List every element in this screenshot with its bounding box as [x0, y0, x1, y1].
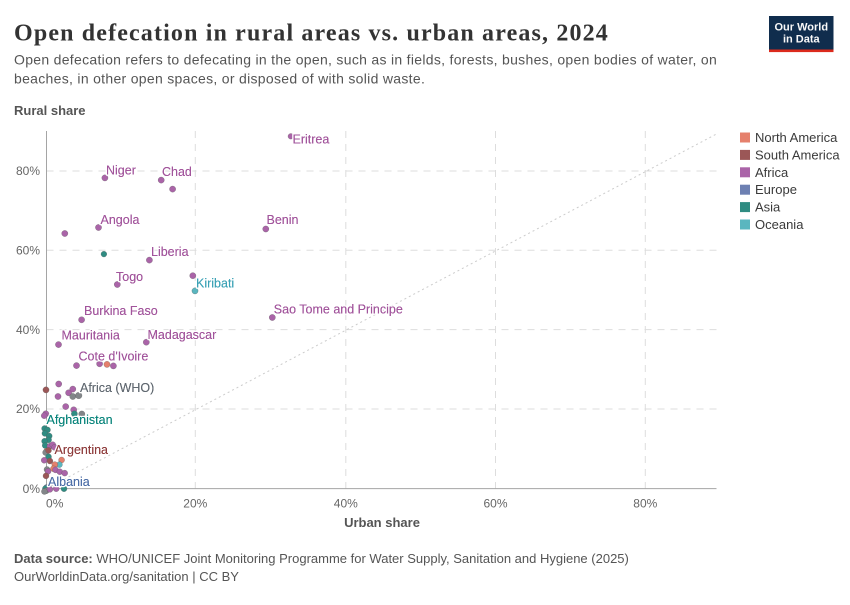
svg-text:40%: 40% — [334, 497, 358, 511]
svg-text:Togo: Togo — [116, 270, 143, 284]
svg-text:Angola: Angola — [101, 213, 140, 227]
svg-text:0%: 0% — [46, 497, 64, 511]
svg-text:Albania: Albania — [48, 475, 90, 489]
svg-text:Mauritania: Mauritania — [62, 329, 120, 343]
svg-text:Burkina Faso: Burkina Faso — [84, 304, 158, 318]
svg-text:Angola: Angola — [101, 213, 140, 227]
svg-text:80%: 80% — [16, 164, 40, 178]
svg-text:20%: 20% — [16, 402, 40, 416]
svg-text:Oceania: Oceania — [755, 217, 804, 232]
svg-text:Madagascar: Madagascar — [148, 328, 217, 342]
svg-text:Open defecation in rural areas: Open defecation in rural areas vs. urban… — [14, 21, 609, 47]
svg-text:beaches, in other open spaces,: beaches, in other open spaces, or dispos… — [14, 71, 425, 87]
svg-text:North America: North America — [755, 130, 838, 145]
svg-text:20%: 20% — [183, 497, 207, 511]
svg-text:40%: 40% — [16, 323, 40, 337]
svg-text:South America: South America — [755, 147, 840, 162]
svg-text:Chad: Chad — [162, 165, 192, 179]
svg-text:Mauritania: Mauritania — [62, 329, 120, 343]
svg-text:60%: 60% — [16, 243, 40, 257]
svg-text:Niger: Niger — [106, 164, 136, 178]
svg-text:Afghanistan: Afghanistan — [47, 413, 113, 427]
svg-text:Sao Tome and Principe: Sao Tome and Principe — [274, 302, 403, 316]
svg-text:Sao Tome and Principe: Sao Tome and Principe — [274, 302, 403, 316]
svg-text:Rural share: Rural share — [14, 103, 86, 118]
svg-text:Africa: Africa — [755, 165, 789, 180]
svg-text:Cote d'Ivoire: Cote d'Ivoire — [79, 349, 149, 363]
svg-text:Argentina: Argentina — [55, 443, 109, 457]
svg-text:Liberia: Liberia — [151, 245, 189, 259]
svg-text:Eritrea: Eritrea — [293, 133, 330, 147]
svg-text:Cote d'Ivoire: Cote d'Ivoire — [79, 349, 149, 363]
svg-text:Argentina: Argentina — [55, 443, 109, 457]
svg-text:Open defecation refers to defe: Open defecation refers to defecating in … — [14, 52, 717, 68]
svg-text:80%: 80% — [633, 497, 657, 511]
svg-text:Kiribati: Kiribati — [196, 276, 234, 290]
svg-text:Eritrea: Eritrea — [293, 133, 330, 147]
svg-text:Liberia: Liberia — [151, 245, 189, 259]
svg-text:Our World: Our World — [775, 21, 829, 33]
svg-text:Niger: Niger — [106, 164, 136, 178]
svg-text:0%: 0% — [23, 482, 41, 496]
svg-text:in Data: in Data — [783, 33, 821, 45]
svg-text:Madagascar: Madagascar — [148, 328, 217, 342]
svg-text:Kiribati: Kiribati — [196, 276, 234, 290]
svg-text:Benin: Benin — [267, 213, 299, 227]
svg-text:Urban share: Urban share — [344, 515, 420, 530]
svg-text:Asia: Asia — [755, 200, 781, 215]
svg-text:Chad: Chad — [162, 165, 192, 179]
svg-text:Europe: Europe — [755, 182, 797, 197]
svg-text:Africa (WHO): Africa (WHO) — [80, 381, 154, 395]
svg-text:Albania: Albania — [48, 475, 90, 489]
svg-text:Data source: WHO/UNICEF Joint: Data source: WHO/UNICEF Joint Monitoring… — [14, 551, 629, 566]
svg-text:Africa (WHO): Africa (WHO) — [80, 381, 154, 395]
svg-text:Togo: Togo — [116, 270, 143, 284]
svg-text:Benin: Benin — [267, 213, 299, 227]
svg-text:Afghanistan: Afghanistan — [47, 413, 113, 427]
svg-text:60%: 60% — [483, 497, 507, 511]
svg-text:OurWorldinData.org/sanitation: OurWorldinData.org/sanitation | CC BY — [14, 569, 239, 584]
svg-text:Burkina Faso: Burkina Faso — [84, 304, 158, 318]
